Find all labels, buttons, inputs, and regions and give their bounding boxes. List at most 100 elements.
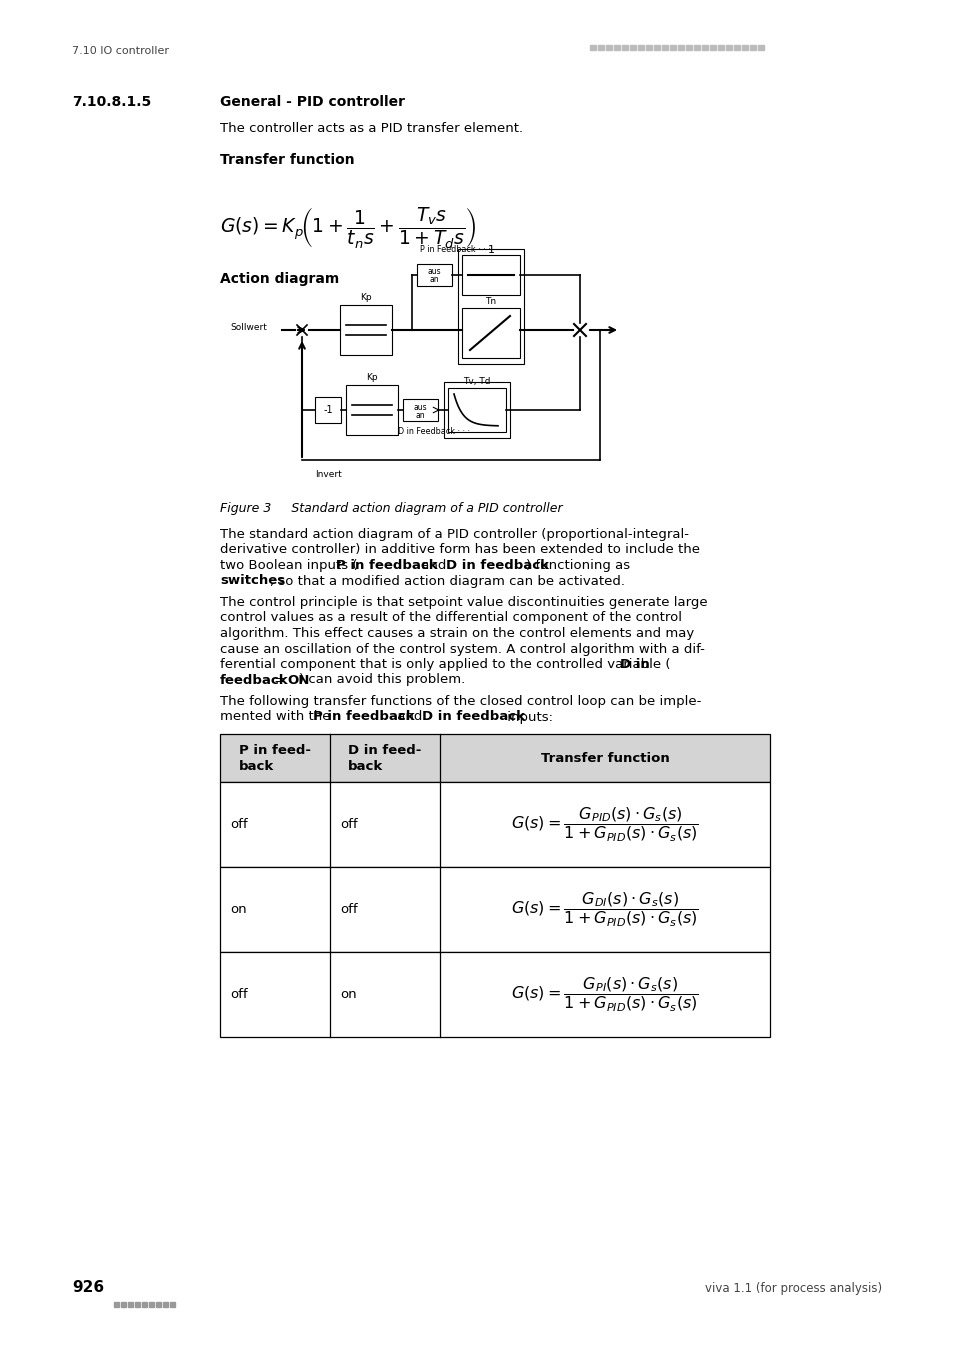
Bar bbox=[693, 45, 700, 50]
Text: off: off bbox=[339, 818, 357, 832]
Text: The control principle is that setpoint value discontinuities generate large: The control principle is that setpoint v… bbox=[220, 595, 707, 609]
Bar bbox=[402, 400, 437, 421]
Bar bbox=[645, 45, 651, 50]
Text: $G(s) = K_p\!\left(1+\dfrac{1}{t_n s}+\dfrac{T_v s}{1+T_d s}\right)$: $G(s) = K_p\!\left(1+\dfrac{1}{t_n s}+\d… bbox=[220, 205, 476, 250]
Bar bbox=[170, 1301, 174, 1307]
Bar bbox=[654, 45, 659, 50]
Bar bbox=[149, 1301, 153, 1307]
Bar bbox=[461, 308, 519, 358]
Bar bbox=[614, 45, 619, 50]
Text: D in Feedback · · ·: D in Feedback · · · bbox=[397, 428, 470, 436]
Text: viva 1.1 (for process analysis): viva 1.1 (for process analysis) bbox=[704, 1282, 882, 1295]
Text: off: off bbox=[339, 903, 357, 917]
Bar bbox=[314, 397, 340, 423]
Bar bbox=[142, 1301, 147, 1307]
Text: 7.10.8.1.5: 7.10.8.1.5 bbox=[71, 95, 152, 109]
Text: The following transfer functions of the closed control loop can be imple-: The following transfer functions of the … bbox=[220, 695, 700, 707]
Bar bbox=[461, 255, 519, 296]
Text: Kp: Kp bbox=[360, 293, 372, 302]
Text: ) can avoid this problem.: ) can avoid this problem. bbox=[299, 674, 465, 687]
Bar bbox=[113, 1301, 119, 1307]
Bar bbox=[725, 45, 731, 50]
Text: cause an oscillation of the control system. A control algorithm with a dif-: cause an oscillation of the control syst… bbox=[220, 643, 704, 656]
Text: derivative controller) in additive form has been extended to include the: derivative controller) in additive form … bbox=[220, 544, 700, 556]
Text: 1: 1 bbox=[487, 244, 494, 255]
Bar bbox=[621, 45, 627, 50]
Text: $G(s)=\dfrac{G_{PID}(s)\cdot G_s(s)}{1+G_{PID}(s)\cdot G_s(s)}$: $G(s)=\dfrac{G_{PID}(s)\cdot G_s(s)}{1+G… bbox=[511, 806, 699, 844]
Text: The standard action diagram of a PID controller (proportional-integral-: The standard action diagram of a PID con… bbox=[220, 528, 688, 541]
Bar bbox=[220, 952, 769, 1037]
Bar bbox=[733, 45, 740, 50]
Text: Tv, Td: Tv, Td bbox=[463, 377, 490, 386]
Bar bbox=[346, 385, 397, 435]
Text: 926: 926 bbox=[71, 1280, 104, 1295]
Bar bbox=[443, 382, 510, 437]
Text: $G(s)=\dfrac{G_{DI}(s)\cdot G_s(s)}{1+G_{PID}(s)\cdot G_s(s)}$: $G(s)=\dfrac{G_{DI}(s)\cdot G_s(s)}{1+G_… bbox=[511, 890, 699, 929]
Text: D in feedback: D in feedback bbox=[422, 710, 525, 724]
Text: =: = bbox=[270, 674, 289, 687]
Bar bbox=[457, 248, 523, 364]
Bar bbox=[758, 45, 763, 50]
Text: aus: aus bbox=[427, 267, 441, 277]
Bar bbox=[718, 45, 723, 50]
Text: mented with the: mented with the bbox=[220, 710, 335, 724]
Bar bbox=[156, 1301, 161, 1307]
Text: control values as a result of the differential component of the control: control values as a result of the differ… bbox=[220, 612, 681, 625]
Text: an: an bbox=[429, 275, 438, 285]
Text: Transfer function: Transfer function bbox=[540, 752, 669, 764]
Text: -1: -1 bbox=[323, 405, 333, 414]
Text: $G(s)=\dfrac{G_{PI}(s)\cdot G_s(s)}{1+G_{PID}(s)\cdot G_s(s)}$: $G(s)=\dfrac{G_{PI}(s)\cdot G_s(s)}{1+G_… bbox=[511, 975, 699, 1014]
Bar bbox=[741, 45, 747, 50]
Text: General - PID controller: General - PID controller bbox=[220, 95, 405, 109]
Bar bbox=[416, 265, 452, 286]
Bar bbox=[163, 1301, 168, 1307]
Bar bbox=[709, 45, 716, 50]
Text: D in: D in bbox=[619, 657, 649, 671]
Text: P in feedback: P in feedback bbox=[313, 710, 414, 724]
Text: off: off bbox=[230, 818, 248, 832]
Bar bbox=[701, 45, 707, 50]
Bar bbox=[339, 305, 392, 355]
Bar bbox=[629, 45, 636, 50]
Bar bbox=[448, 387, 505, 432]
Text: 7.10 IO controller: 7.10 IO controller bbox=[71, 46, 169, 55]
Text: on: on bbox=[230, 903, 247, 917]
Text: D in feed-
back: D in feed- back bbox=[348, 744, 421, 772]
Text: D in feedback: D in feedback bbox=[445, 559, 548, 572]
Bar bbox=[220, 734, 769, 782]
Bar bbox=[669, 45, 676, 50]
Text: two Boolean inputs (: two Boolean inputs ( bbox=[220, 559, 357, 572]
Text: algorithm. This effect causes a strain on the control elements and may: algorithm. This effect causes a strain o… bbox=[220, 626, 694, 640]
Text: an: an bbox=[416, 410, 425, 420]
Text: and: and bbox=[393, 710, 427, 724]
Bar bbox=[749, 45, 755, 50]
Text: Tn: Tn bbox=[485, 297, 497, 306]
Bar bbox=[135, 1301, 140, 1307]
Text: Invert: Invert bbox=[314, 470, 341, 479]
Text: Figure 3     Standard action diagram of a PID controller: Figure 3 Standard action diagram of a PI… bbox=[220, 502, 562, 514]
Text: Kp: Kp bbox=[366, 373, 377, 382]
Text: P in feed-
back: P in feed- back bbox=[239, 744, 311, 772]
Bar bbox=[678, 45, 683, 50]
Text: on: on bbox=[339, 988, 356, 1000]
Bar bbox=[605, 45, 612, 50]
Text: switches: switches bbox=[220, 575, 285, 587]
Bar bbox=[598, 45, 603, 50]
Text: off: off bbox=[230, 988, 248, 1000]
Bar bbox=[121, 1301, 126, 1307]
Text: Action diagram: Action diagram bbox=[220, 271, 339, 286]
Text: aus: aus bbox=[414, 402, 427, 412]
Text: ) functioning as: ) functioning as bbox=[526, 559, 630, 572]
Text: P in feedback: P in feedback bbox=[335, 559, 437, 572]
Bar bbox=[220, 782, 769, 867]
Bar bbox=[661, 45, 667, 50]
Bar bbox=[685, 45, 691, 50]
Text: Sollwert: Sollwert bbox=[230, 323, 267, 332]
Bar bbox=[128, 1301, 132, 1307]
Text: inputs:: inputs: bbox=[502, 710, 553, 724]
Text: , so that a modified action diagram can be activated.: , so that a modified action diagram can … bbox=[270, 575, 624, 587]
Text: ON: ON bbox=[287, 674, 309, 687]
Bar bbox=[220, 867, 769, 952]
Text: The controller acts as a PID transfer element.: The controller acts as a PID transfer el… bbox=[220, 122, 522, 135]
Text: and: and bbox=[416, 559, 450, 572]
